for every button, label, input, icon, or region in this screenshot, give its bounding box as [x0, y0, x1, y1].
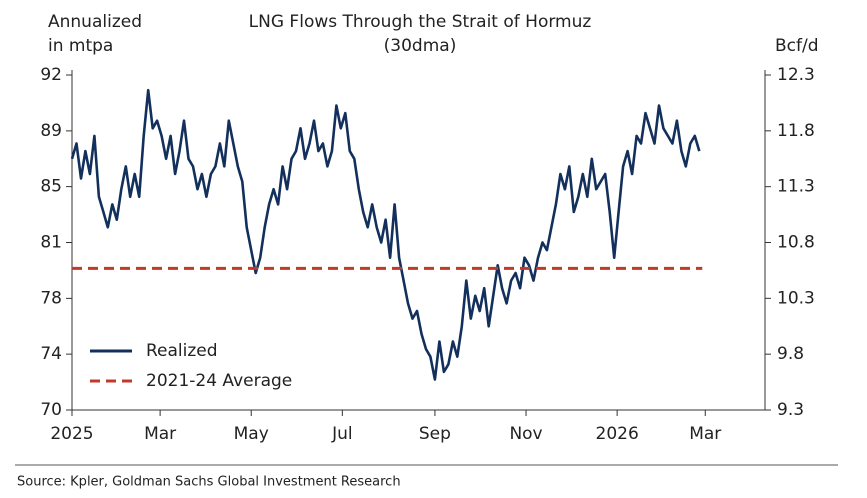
x-tick-label: Nov [509, 424, 542, 444]
x-tick-label: Sep [419, 424, 451, 444]
x-tick-label: Mar [144, 424, 176, 444]
x-tick-label: May [234, 424, 269, 444]
x-tick-label: 2026 [596, 424, 639, 444]
y-tick-label: 74 [40, 344, 62, 364]
y-axis-label: Annualized [48, 12, 142, 32]
y2-tick-label: 10.8 [777, 233, 815, 253]
chart-title: LNG Flows Through the Strait of Hormuz [249, 12, 592, 32]
chart-subtitle: (30dma) [384, 36, 457, 56]
y2-tick-label: 9.3 [777, 400, 804, 420]
y-tick-label: 89 [40, 121, 62, 141]
legend-label: 2021-24 Average [146, 371, 292, 391]
x-tick-label: Mar [689, 424, 721, 444]
y2-tick-label: 11.3 [777, 177, 815, 197]
y2-tick-label: 9.8 [777, 344, 804, 364]
y2-tick-label: 10.3 [777, 288, 815, 308]
y-tick-label: 81 [40, 233, 62, 253]
series-line [70, 88, 701, 381]
y2-tick-label: 11.8 [777, 121, 815, 141]
y-tick-label: 92 [40, 65, 62, 85]
legend-label: Realized [146, 341, 218, 361]
y2-tick-label: 12.3 [777, 65, 815, 85]
x-tick-label: 2025 [50, 424, 93, 444]
y-axis-label: in mtpa [48, 36, 113, 56]
x-tick-label: Jul [331, 424, 353, 444]
y2-axis-label: Bcf/d [775, 36, 819, 56]
source-note: Source: Kpler, Goldman Sachs Global Inve… [17, 475, 401, 490]
y-tick-label: 78 [40, 288, 62, 308]
y-tick-label: 85 [40, 177, 62, 197]
y-tick-label: 70 [40, 400, 62, 420]
